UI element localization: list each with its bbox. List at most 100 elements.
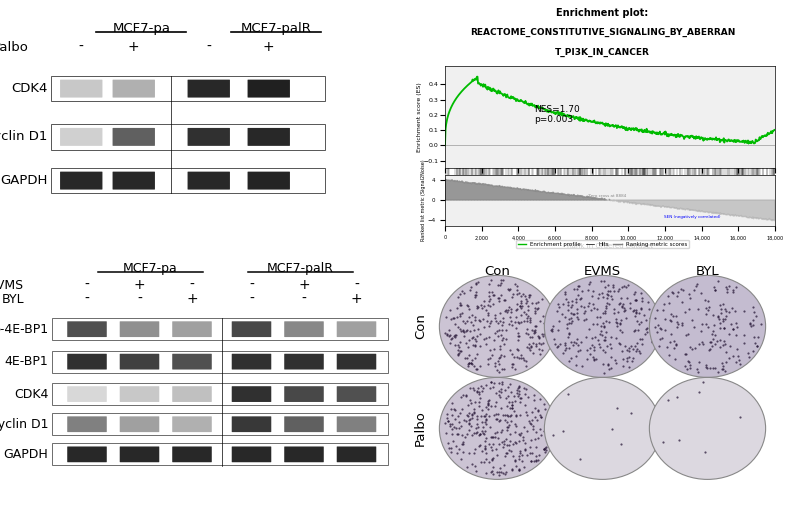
Point	[501, 308, 514, 316]
Text: -: -	[354, 278, 359, 292]
Point	[525, 436, 538, 444]
Point	[538, 444, 550, 453]
Point	[607, 305, 620, 313]
Point	[501, 422, 514, 431]
FancyBboxPatch shape	[337, 386, 376, 402]
Point	[599, 317, 612, 325]
Point	[531, 434, 544, 442]
Point	[451, 346, 464, 355]
Point	[519, 292, 532, 301]
Point	[514, 292, 527, 301]
Point	[467, 321, 480, 329]
Point	[692, 358, 705, 366]
Text: MCF7-palR: MCF7-palR	[267, 262, 334, 275]
Point	[670, 340, 682, 349]
Point	[505, 305, 518, 313]
Point	[496, 377, 509, 386]
Point	[517, 436, 530, 444]
Point	[494, 345, 506, 354]
Point	[486, 470, 499, 479]
Point	[503, 303, 516, 312]
Point	[502, 421, 515, 430]
Point	[530, 457, 542, 465]
Point	[665, 317, 678, 326]
Point	[508, 457, 521, 465]
Point	[455, 440, 468, 448]
Point	[474, 430, 486, 438]
Point	[719, 305, 732, 313]
Point	[733, 356, 746, 365]
Point	[586, 334, 598, 342]
Point	[630, 339, 643, 347]
Point	[526, 298, 538, 307]
Point	[478, 297, 490, 305]
Point	[601, 280, 614, 289]
Point	[702, 297, 714, 305]
Point	[658, 314, 671, 323]
Point	[708, 339, 721, 348]
Point	[602, 300, 615, 308]
Text: MCF7-pa: MCF7-pa	[729, 216, 768, 225]
Point	[479, 442, 492, 450]
Point	[506, 403, 518, 412]
FancyBboxPatch shape	[187, 80, 230, 98]
Point	[553, 303, 566, 311]
Point	[534, 425, 546, 433]
Point	[476, 303, 489, 312]
Point	[442, 332, 455, 341]
Point	[571, 341, 584, 349]
Point	[508, 317, 521, 326]
Point	[629, 287, 642, 296]
FancyBboxPatch shape	[337, 354, 376, 369]
Point	[525, 457, 538, 465]
Point	[518, 308, 530, 317]
Point	[458, 289, 470, 297]
Point	[441, 410, 454, 419]
Point	[535, 295, 548, 303]
Point	[492, 387, 505, 395]
Point	[551, 342, 564, 350]
Point	[510, 386, 523, 394]
FancyBboxPatch shape	[60, 172, 102, 190]
Point	[449, 331, 462, 340]
Point	[631, 316, 644, 325]
Point	[707, 334, 720, 343]
Point	[564, 303, 577, 312]
Point	[504, 417, 517, 425]
Point	[746, 316, 759, 324]
Point	[602, 317, 615, 326]
Point	[531, 332, 544, 340]
Point	[550, 306, 563, 315]
Point	[483, 279, 496, 288]
Point	[532, 298, 545, 307]
Point	[603, 340, 616, 349]
Point	[574, 454, 586, 463]
Ellipse shape	[439, 377, 556, 480]
Point	[503, 404, 516, 412]
FancyBboxPatch shape	[284, 321, 324, 337]
Point	[638, 311, 650, 320]
Point	[509, 438, 522, 447]
Point	[498, 437, 510, 445]
Point	[567, 310, 580, 318]
Point	[519, 445, 532, 453]
Point	[463, 414, 476, 423]
Point	[571, 334, 584, 343]
Point	[562, 330, 575, 339]
Point	[524, 318, 537, 326]
Point	[498, 364, 510, 373]
Text: MCF7-pa: MCF7-pa	[112, 22, 170, 35]
Point	[630, 345, 643, 354]
Point	[585, 306, 598, 315]
Point	[479, 420, 492, 428]
Point	[465, 283, 478, 292]
Point	[522, 293, 535, 301]
Point	[480, 306, 493, 314]
FancyBboxPatch shape	[120, 446, 159, 462]
Point	[512, 383, 525, 392]
Point	[522, 312, 534, 320]
Point	[524, 316, 537, 324]
Point	[680, 331, 693, 339]
Point	[634, 289, 647, 297]
Point	[547, 322, 560, 330]
